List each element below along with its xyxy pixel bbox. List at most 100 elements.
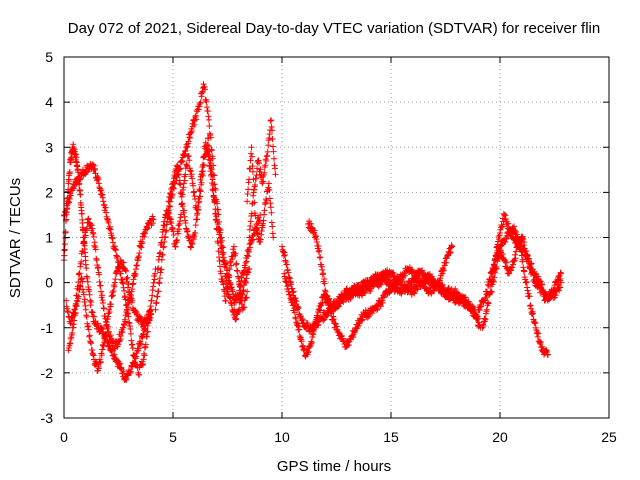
data-point: [189, 240, 196, 247]
data-point: [175, 230, 182, 237]
data-point: [293, 298, 300, 305]
data-point: [270, 234, 277, 241]
x-tick-label: 5: [169, 429, 177, 445]
data-point: [433, 285, 440, 292]
data-point: [144, 328, 151, 335]
data-point: [236, 283, 243, 290]
data-point: [182, 171, 189, 178]
data-point: [249, 168, 256, 175]
data-point: [174, 237, 181, 244]
data-point: [271, 155, 278, 162]
data-point: [61, 246, 68, 253]
data-point: [250, 176, 257, 183]
data-point: [440, 267, 447, 274]
data-point: [245, 186, 252, 193]
data-point: [88, 340, 95, 347]
data-point: [260, 178, 267, 185]
data-point: [69, 329, 76, 336]
data-point: [206, 148, 213, 155]
data-point: [502, 216, 509, 223]
data-point: [204, 108, 211, 115]
data-point: [292, 295, 299, 302]
data-point: [484, 290, 491, 297]
data-point: [272, 171, 279, 178]
data-point: [246, 248, 253, 255]
x-axis-ticks: 0 5 10 15 20 25: [60, 57, 617, 445]
data-point: [153, 299, 160, 306]
data-point: [156, 280, 163, 287]
data-point: [216, 229, 223, 236]
data-point: [252, 212, 259, 219]
data-point: [107, 332, 114, 339]
data-point: [192, 230, 199, 237]
data-point: [268, 117, 275, 124]
data-point: [219, 251, 226, 258]
data-point: [523, 278, 530, 285]
data-point: [206, 123, 213, 130]
data-point: [524, 287, 531, 294]
data-point: [467, 302, 474, 309]
data-point: [73, 303, 80, 310]
data-point: [93, 257, 100, 264]
data-point: [485, 282, 492, 289]
data-point: [197, 188, 204, 195]
data-point: [211, 199, 218, 206]
data-point: [237, 290, 244, 297]
data-point: [167, 203, 174, 210]
data-point: [95, 264, 102, 271]
data-point: [120, 259, 127, 266]
data-point: [197, 193, 204, 200]
data-point: [557, 284, 564, 291]
data-point: [90, 161, 97, 168]
data-point: [81, 239, 88, 246]
data-point: [172, 243, 179, 250]
data-point: [411, 290, 418, 297]
data-point: [140, 356, 147, 363]
data-point: [141, 352, 148, 359]
data-point: [262, 162, 269, 169]
data-point: [122, 296, 129, 303]
data-point: [244, 288, 251, 295]
data-point: [100, 305, 107, 312]
data-point: [215, 248, 222, 255]
data-point: [190, 182, 197, 189]
data-point: [377, 303, 384, 310]
data-point: [75, 293, 82, 300]
data-point: [82, 232, 89, 239]
data-point: [181, 177, 188, 184]
data-point: [209, 171, 216, 178]
x-tick-label: 15: [383, 429, 399, 445]
data-point: [142, 341, 149, 348]
data-points: [61, 81, 565, 383]
data-point: [232, 250, 239, 257]
y-tick-label: 5: [45, 49, 53, 65]
data-point: [75, 169, 82, 176]
data-point: [121, 287, 128, 294]
y-tick-label: 3: [45, 139, 53, 155]
data-point: [321, 280, 328, 287]
data-point: [245, 253, 252, 260]
data-point: [269, 223, 276, 230]
data-point: [186, 157, 193, 164]
chart-title: Day 072 of 2021, Sidereal Day-to-day VTE…: [68, 20, 600, 37]
y-axis-label: SDTVAR / TECUs: [7, 178, 24, 298]
data-point: [244, 247, 251, 254]
y-tick-label: 2: [45, 184, 53, 200]
data-point: [91, 313, 98, 320]
data-point: [163, 227, 170, 234]
data-point: [526, 293, 533, 300]
data-point: [402, 272, 409, 279]
data-point: [78, 210, 85, 217]
data-point: [155, 288, 162, 295]
data-point: [148, 297, 155, 304]
data-point: [205, 143, 212, 150]
data-point: [139, 239, 146, 246]
data-point: [520, 236, 527, 243]
x-axis-label: GPS time / hours: [277, 458, 391, 475]
data-point: [241, 304, 248, 311]
data-point: [136, 250, 143, 257]
data-point: [170, 232, 177, 239]
data-point: [271, 165, 278, 172]
data-point: [265, 142, 272, 149]
data-point: [121, 322, 128, 329]
